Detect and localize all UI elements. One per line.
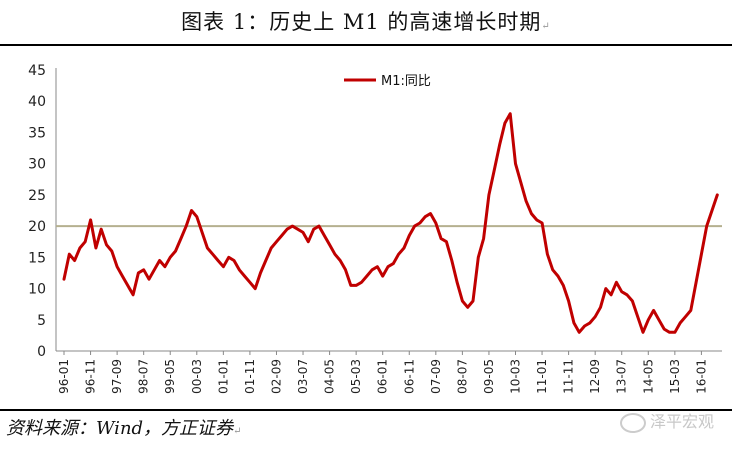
y-axis-ticks: 0 5 10 15 20 25 30 35 40 45 (28, 63, 46, 360)
chart-legend: M1:同比 (344, 74, 431, 89)
x-tick-label: 05-03 (349, 359, 363, 394)
y-tick-label: 5 (37, 313, 46, 329)
y-tick-label: 15 (28, 250, 46, 266)
y-tick-label: 35 (28, 125, 46, 141)
x-tick-label: 02-09 (269, 359, 283, 394)
x-tick-label: 08-07 (455, 359, 469, 394)
bottom-rule (0, 409, 732, 411)
x-tick-label: 03-07 (296, 359, 310, 394)
x-tick-label: 07-09 (429, 359, 443, 394)
y-tick-label: 0 (37, 344, 46, 360)
y-tick-label: 25 (28, 188, 46, 204)
wechat-icon (619, 412, 646, 433)
x-axis-ticks: 96-01 96-11 97-09 98-07 99-05 00-03 01-01 01-11… (57, 351, 708, 394)
source-text: 资料来源：Wind，方正证券 (6, 418, 234, 439)
y-tick-label: 40 (28, 94, 46, 110)
x-tick-label: 96-11 (84, 359, 98, 394)
legend-label-m1-yoy: M1:同比 (381, 74, 431, 89)
top-rule (0, 44, 732, 46)
x-tick-label: 10-03 (508, 359, 522, 394)
source-note: 资料来源：Wind，方正证券↵ (6, 414, 241, 440)
x-tick-label: 11-01 (535, 359, 549, 394)
x-tick-label: 06-11 (402, 359, 416, 394)
paragraph-mark: ↵ (233, 426, 242, 437)
x-tick-label: 12-09 (588, 359, 602, 394)
x-tick-label: 00-03 (190, 359, 204, 394)
x-tick-label: 11-11 (562, 359, 576, 394)
x-tick-label: 01-11 (243, 359, 257, 394)
x-tick-label: 06-01 (376, 359, 390, 394)
watermark-text: 泽平宏观 (649, 412, 714, 431)
y-tick-label: 30 (28, 157, 46, 173)
x-tick-label: 16-01 (694, 359, 708, 394)
x-tick-label: 04-05 (323, 359, 337, 394)
y-tick-label: 10 (28, 282, 46, 298)
y-tick-label: 45 (28, 63, 46, 79)
watermark: 泽平宏观 (619, 408, 714, 433)
x-tick-label: 15-03 (668, 359, 682, 394)
x-tick-label: 14-05 (641, 359, 655, 394)
x-tick-label: 96-01 (57, 359, 71, 394)
x-tick-label: 97-09 (110, 359, 124, 394)
paragraph-mark: ↵ (541, 21, 551, 32)
x-tick-label: 09-05 (482, 359, 496, 394)
series-line-m1-yoy (62, 112, 719, 334)
x-tick-label: 01-01 (216, 359, 230, 394)
y-tick-label: 20 (28, 219, 46, 235)
caption-text: 图表 1：历史上 M1 的高速增长时期 (181, 10, 542, 34)
x-tick-label: 13-07 (615, 359, 629, 394)
figure-caption: 图表 1：历史上 M1 的高速增长时期↵ (0, 6, 732, 36)
x-tick-label: 99-05 (163, 359, 177, 394)
x-tick-label: 98-07 (137, 359, 151, 394)
